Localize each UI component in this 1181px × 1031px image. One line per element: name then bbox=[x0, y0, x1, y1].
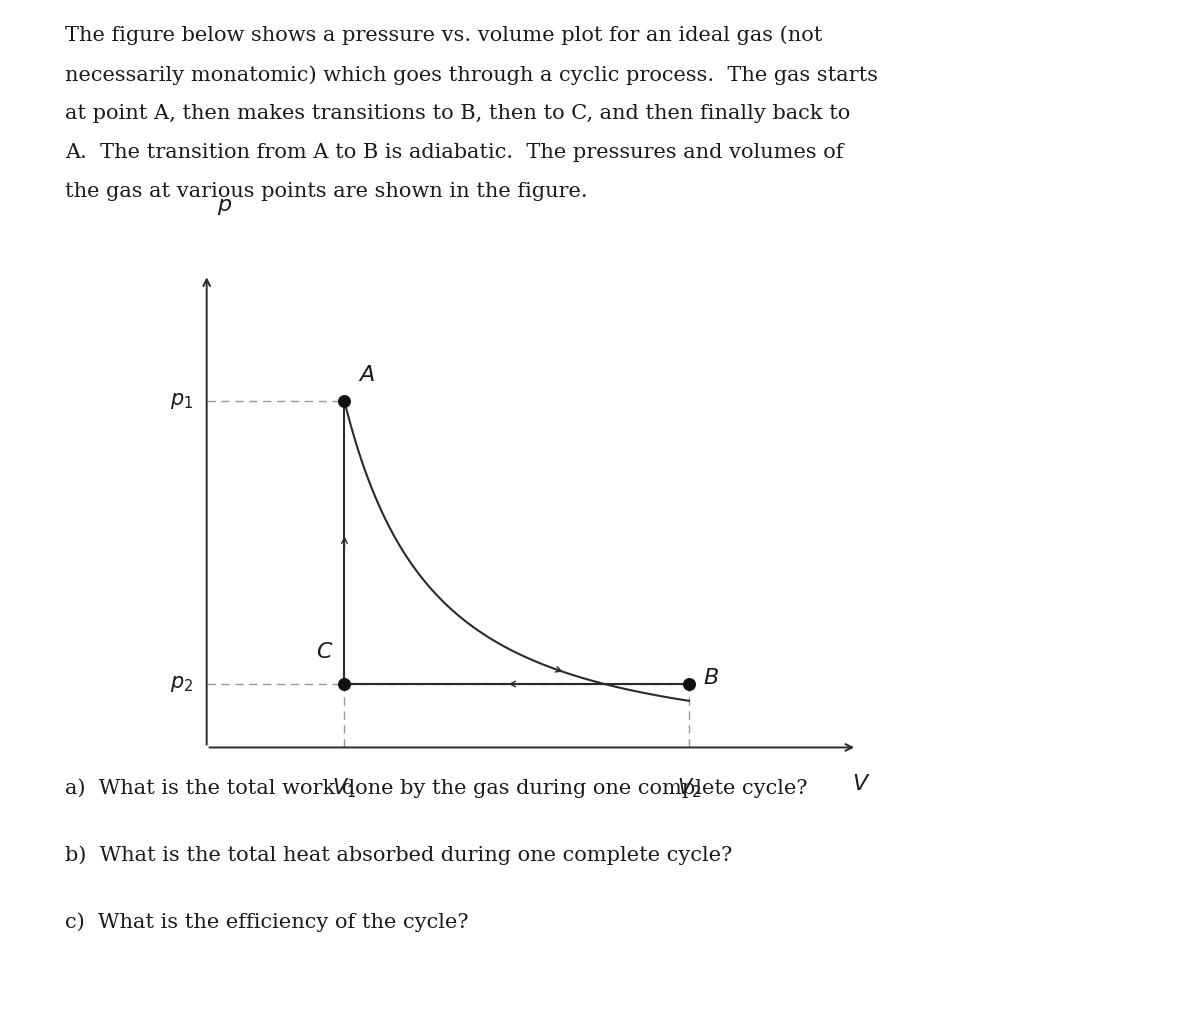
Text: $p_1$: $p_1$ bbox=[170, 392, 193, 411]
Text: $A$: $A$ bbox=[358, 364, 376, 387]
Text: at point A, then makes transitions to B, then to C, and then finally back to: at point A, then makes transitions to B,… bbox=[65, 104, 850, 123]
Text: $C$: $C$ bbox=[317, 641, 333, 663]
Text: the gas at various points are shown in the figure.: the gas at various points are shown in t… bbox=[65, 182, 588, 201]
Text: $V$: $V$ bbox=[852, 773, 870, 795]
Text: $V_1$: $V_1$ bbox=[332, 776, 357, 800]
Text: b)  What is the total heat absorbed during one complete cycle?: b) What is the total heat absorbed durin… bbox=[65, 845, 732, 865]
Point bbox=[335, 675, 354, 692]
Text: $V_2$: $V_2$ bbox=[677, 776, 702, 800]
Text: $B$: $B$ bbox=[703, 667, 718, 690]
Point bbox=[679, 675, 698, 692]
Text: $p_2$: $p_2$ bbox=[170, 674, 193, 694]
Text: a)  What is the total work done by the gas during one complete cycle?: a) What is the total work done by the ga… bbox=[65, 778, 808, 798]
Text: A.  The transition from A to B is adiabatic.  The pressures and volumes of: A. The transition from A to B is adiabat… bbox=[65, 143, 843, 162]
Point bbox=[335, 393, 354, 409]
Text: c)  What is the efficiency of the cycle?: c) What is the efficiency of the cycle? bbox=[65, 912, 469, 932]
Text: The figure below shows a pressure vs. volume plot for an ideal gas (not: The figure below shows a pressure vs. vo… bbox=[65, 26, 822, 45]
Text: necessarily monatomic) which goes through a cyclic process.  The gas starts: necessarily monatomic) which goes throug… bbox=[65, 65, 877, 85]
Text: $p$: $p$ bbox=[217, 195, 231, 217]
